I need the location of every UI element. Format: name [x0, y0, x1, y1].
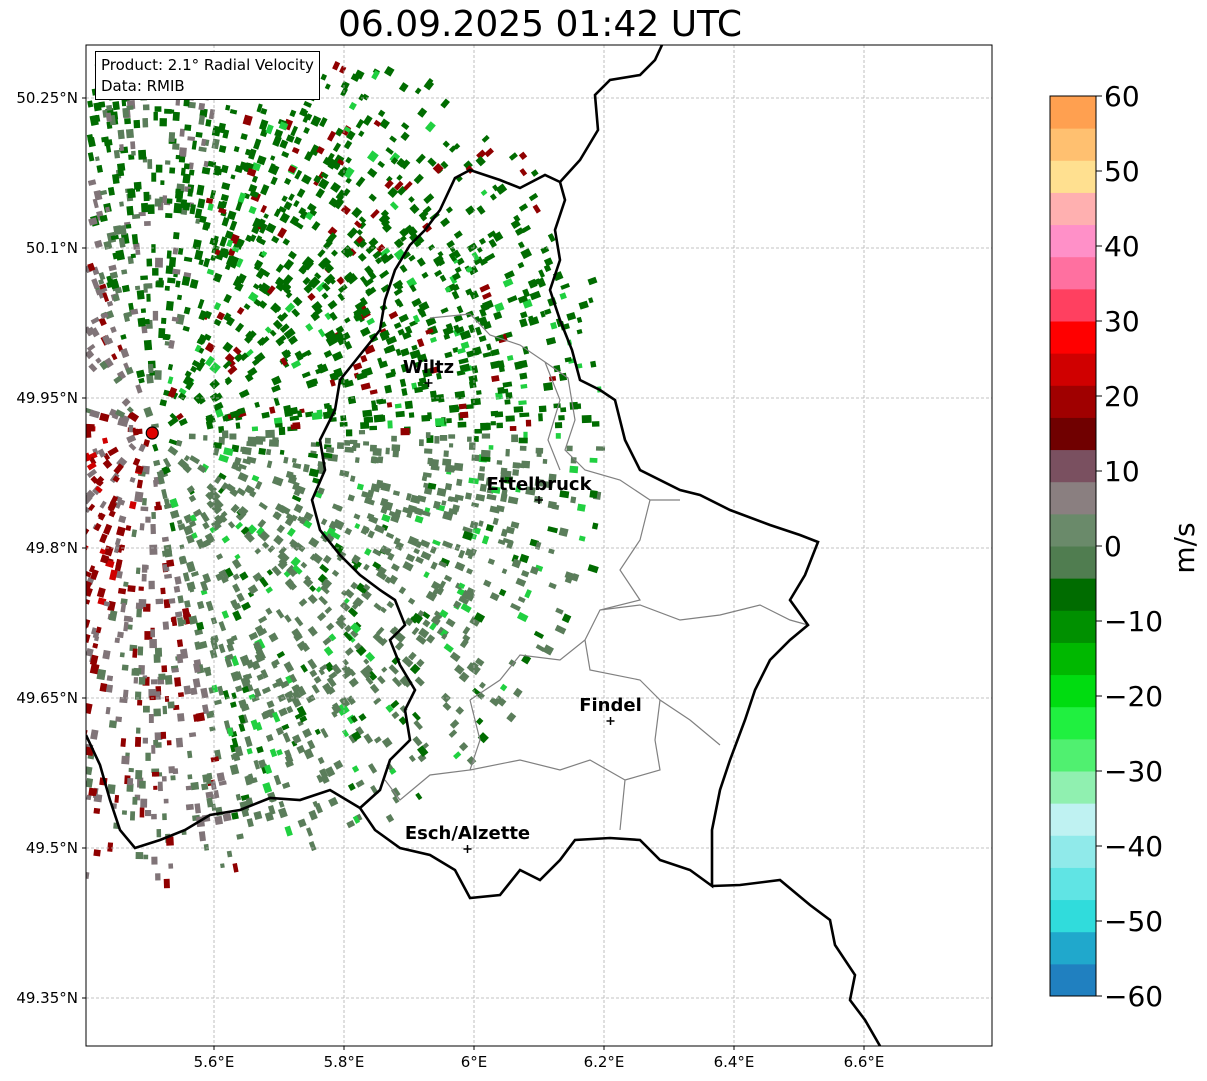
city-marker-icon [606, 717, 615, 725]
colorbar-segment [1050, 160, 1096, 193]
lon-tick-label: 6.6°E [844, 1053, 885, 1071]
colorbar: 60 50 40 30 20 10 0 −10 −20 −30 −40 −50 −60 m/s [1049, 80, 1201, 1013]
lat-tick-label: 49.5°N [26, 839, 78, 857]
colorbar-segment [1050, 256, 1096, 290]
colorbar-tick-label: −30 [1104, 755, 1163, 788]
data-source-label: Data: RMIB [101, 77, 185, 95]
colorbar-segment [1050, 385, 1096, 418]
colorbar-segment [1050, 192, 1096, 226]
colorbar-segment [1050, 288, 1096, 322]
map-title: 06.09.2025 01:42 UTC [337, 4, 743, 45]
colorbar-segment [1050, 610, 1096, 643]
france-border-south [86, 734, 361, 850]
colorbar-segment [1050, 963, 1096, 997]
colorbar-segment [1050, 96, 1096, 129]
colorbar-segment [1050, 417, 1096, 451]
plot-frame [85, 44, 993, 1047]
lat-tick-label: 49.35°N [16, 989, 78, 1007]
city-name: Ettelbruck [486, 474, 592, 495]
lon-tick-label: 6°E [461, 1053, 488, 1071]
colorbar-segment [1050, 835, 1096, 868]
colorbar-segment [1050, 481, 1096, 515]
city-marker-icon [535, 496, 543, 504]
colorbar-segment [1050, 642, 1096, 676]
lon-tick-label: 5.6°E [194, 1053, 235, 1071]
product-label: Product: 2.1° Radial Velocity [101, 56, 314, 74]
colorbar-segment [1050, 803, 1096, 836]
lon-tick-label: 5.8°E [324, 1053, 365, 1071]
colorbar-segment [1050, 546, 1096, 579]
colorbar-tick-label: −60 [1104, 980, 1163, 1013]
colorbar-segment [1050, 449, 1096, 483]
city-name: Findel [579, 695, 642, 716]
colorbar-segment [1050, 706, 1096, 740]
colorbar-segment [1050, 224, 1096, 258]
colorbar-tick-label: 10 [1104, 455, 1140, 488]
colorbar-segment [1050, 899, 1096, 933]
city-marker-icon [424, 379, 433, 387]
colorbar-segment [1050, 738, 1096, 772]
city-findel: Findel [579, 695, 642, 725]
lat-tick-label: 49.65°N [16, 689, 78, 707]
lat-tick-label: 50.25°N [16, 89, 78, 107]
radar-site-marker [145, 426, 159, 440]
germany-border-east [711, 878, 882, 1046]
lat-tick-label: 50.1°N [26, 239, 78, 257]
colorbar-segment [1050, 353, 1096, 386]
belgium-germany-border-north [559, 45, 664, 183]
city-esch-alzette: Esch/Alzette [405, 823, 530, 853]
city-wiltz: Wiltz [403, 357, 454, 387]
city-name: Wiltz [403, 357, 454, 378]
city-name: Esch/Alzette [405, 823, 530, 844]
lon-tick-label: 6.4°E [714, 1053, 755, 1071]
lat-tick-label: 49.95°N [16, 389, 78, 407]
colorbar-segment [1050, 513, 1096, 547]
colorbar-tick-label: 30 [1104, 305, 1140, 338]
colorbar-segment [1050, 321, 1096, 354]
lat-tick-label: 49.8°N [26, 539, 78, 557]
lon-tick-label: 6.2°E [584, 1053, 625, 1071]
colorbar-segment [1050, 771, 1096, 804]
colorbar-tick-label: 60 [1104, 80, 1140, 113]
velocity-echoes [86, 52, 606, 889]
city-labels: Wiltz Ettelbruck Findel Esch/Alzette [403, 357, 642, 853]
colorbar-segment [1050, 674, 1096, 708]
colorbar-segment [1050, 867, 1096, 901]
colorbar-segment [1050, 931, 1096, 965]
colorbar-tick-label: 40 [1104, 230, 1140, 263]
colorbar-tick-label: −50 [1104, 905, 1163, 938]
colorbar-segment [1050, 128, 1096, 161]
luxembourg-border [310, 168, 820, 900]
colorbar-segment [1050, 578, 1096, 611]
colorbar-tick-label: −20 [1104, 680, 1163, 713]
colorbar-tick-label: −40 [1104, 830, 1163, 863]
axis-ticks: 50.25°N 50.1°N 49.95°N 49.8°N 49.65°N 49.5°N 4… [16, 89, 884, 1071]
gridlines [86, 45, 992, 1046]
colorbar-tick-label: −10 [1104, 605, 1163, 638]
canton-boundaries [384, 313, 809, 831]
colorbar-tick-label: 20 [1104, 380, 1140, 413]
city-ettelbruck: Ettelbruck [486, 474, 593, 504]
country-borders [86, 45, 882, 1046]
city-marker-icon [463, 845, 472, 853]
info-box: Product: 2.1° Radial Velocity Data: RMIB [95, 51, 320, 100]
colorbar-tick-label: 0 [1104, 530, 1122, 563]
colorbar-tick-label: 50 [1104, 155, 1140, 188]
colorbar-unit-label: m/s [1168, 522, 1201, 573]
